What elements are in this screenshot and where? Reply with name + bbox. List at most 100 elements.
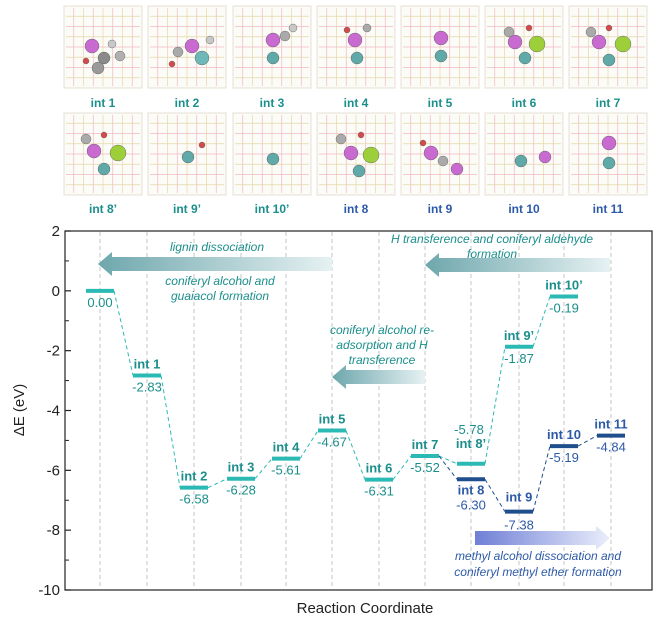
atom bbox=[602, 53, 616, 67]
atom bbox=[538, 150, 552, 164]
stage-arrows bbox=[98, 252, 610, 550]
atom bbox=[181, 150, 195, 164]
atom bbox=[80, 133, 92, 145]
y-tick-label: 0 bbox=[52, 283, 60, 300]
annotation-methyl-alcohol-l1: methyl alcohol dissociation and bbox=[455, 549, 621, 563]
atom bbox=[419, 139, 427, 147]
thumbnail: int 1 bbox=[63, 5, 143, 110]
thumbnail: int 3 bbox=[232, 5, 312, 110]
atom bbox=[288, 23, 298, 33]
atom bbox=[97, 162, 111, 176]
atom bbox=[114, 50, 126, 62]
y-tick-label: -4 bbox=[47, 403, 60, 420]
annotation-readsorption-l1: coniferyl alcohol re- bbox=[330, 323, 434, 337]
y-tick-label: 2 bbox=[52, 223, 60, 240]
atom bbox=[614, 35, 632, 53]
level-name: int 9’ bbox=[504, 328, 534, 343]
annotation-readsorption-l3: transference bbox=[349, 353, 416, 367]
atom bbox=[343, 26, 351, 34]
atom bbox=[343, 145, 359, 161]
atom bbox=[350, 51, 364, 65]
atom bbox=[168, 60, 176, 68]
connector bbox=[532, 296, 551, 347]
thumbnail-label: int 1 bbox=[91, 96, 116, 110]
level-value: -2.83 bbox=[132, 379, 162, 394]
level-name: int 1 bbox=[134, 356, 161, 371]
thumbnail-label: int 9’ bbox=[173, 202, 201, 216]
atom bbox=[91, 61, 105, 75]
atom bbox=[433, 30, 449, 46]
thumbnail-label: int 6 bbox=[512, 96, 537, 110]
atom bbox=[184, 38, 200, 54]
level-value: -6.28 bbox=[226, 483, 256, 498]
y-axis-label: ΔE (eV) bbox=[11, 384, 28, 437]
y-axis: 2 0 -2 -4 -6 -8 -10 bbox=[38, 223, 71, 599]
atom bbox=[335, 133, 347, 145]
thumbnail-label: int 9 bbox=[428, 202, 453, 216]
level-value: -5.52 bbox=[410, 460, 440, 475]
thumbnail: int 6 bbox=[484, 5, 564, 110]
level-value: -5.78 bbox=[454, 422, 484, 437]
y-tick-label: -10 bbox=[38, 582, 60, 599]
level-name: int 7 bbox=[412, 437, 439, 452]
atom bbox=[357, 131, 365, 139]
connector bbox=[484, 479, 506, 512]
dashed-connectors bbox=[113, 290, 598, 512]
atom bbox=[514, 154, 528, 168]
annotation-lignin-dissociation: lignin dissociation bbox=[170, 240, 264, 254]
connector bbox=[577, 435, 598, 447]
atom bbox=[518, 51, 532, 65]
level-name: int 3 bbox=[228, 460, 255, 475]
level-name: int 9 bbox=[506, 490, 533, 505]
level-name: int 5 bbox=[319, 412, 346, 427]
atom bbox=[194, 50, 210, 66]
level-name: int 11 bbox=[594, 417, 627, 432]
atom bbox=[266, 51, 280, 65]
arrow-lignin-dissociation bbox=[98, 252, 332, 276]
atom bbox=[507, 34, 523, 50]
arrow-readsorption bbox=[332, 365, 425, 389]
thumbnail: int 11 bbox=[568, 112, 648, 216]
atom bbox=[591, 34, 607, 50]
level-name: int 6 bbox=[366, 461, 393, 476]
annotation-methyl-alcohol-l2: coniferyl methyl ether formation bbox=[454, 565, 622, 579]
atom bbox=[107, 39, 117, 49]
level-name: int 10’ bbox=[545, 278, 583, 293]
thumbnail-label: int 7 bbox=[596, 96, 621, 110]
connector bbox=[345, 430, 366, 480]
connector bbox=[438, 455, 458, 465]
atom bbox=[602, 156, 616, 170]
thumbnail-label: int 8 bbox=[344, 202, 369, 216]
atom bbox=[528, 35, 546, 53]
level-value: -5.61 bbox=[271, 463, 301, 478]
level-value: -6.58 bbox=[179, 492, 209, 507]
level-value: -6.30 bbox=[456, 497, 486, 512]
atom bbox=[172, 46, 184, 58]
thumbnail: int 8’ bbox=[63, 112, 143, 216]
thumbnail: int 8 bbox=[316, 112, 396, 216]
thumbnail-label: int 2 bbox=[175, 96, 200, 110]
level-value: -4.67 bbox=[317, 435, 347, 450]
connector bbox=[532, 445, 551, 512]
thumbnail-label: int 3 bbox=[260, 96, 285, 110]
thumbnail: int 2 bbox=[147, 5, 227, 110]
connector bbox=[438, 455, 458, 480]
level-value: -5.19 bbox=[549, 450, 579, 465]
thumbnail: int 10’ bbox=[232, 112, 312, 216]
atom bbox=[601, 135, 617, 151]
atom bbox=[109, 144, 127, 162]
atom bbox=[362, 23, 372, 33]
thumbnail-label: int 5 bbox=[428, 96, 453, 110]
atom bbox=[82, 57, 90, 65]
thumbnail-label: int 10 bbox=[508, 202, 540, 216]
structure-thumbnails: int 1 int 2 int 3 int 4 int 5 int 6 int 7 int 8… bbox=[63, 5, 648, 216]
annotation-coniferyl-alcohol-guaiacol-l2: guaiacol formation bbox=[171, 289, 269, 303]
annotation-coniferyl-alcohol-guaiacol-l1: coniferyl alcohol and bbox=[165, 274, 275, 288]
vertical-gridlines bbox=[99, 232, 612, 589]
connector bbox=[113, 290, 134, 376]
connector bbox=[254, 458, 273, 480]
level-value: -7.38 bbox=[504, 518, 534, 533]
atom bbox=[279, 30, 291, 42]
annotation-h-transference-l1: H transference and coniferyl aldehyde bbox=[391, 232, 593, 246]
